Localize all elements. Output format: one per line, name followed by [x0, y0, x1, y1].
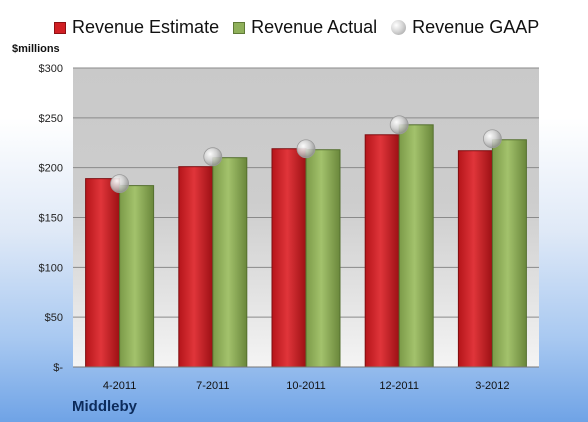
- company-name: Middleby: [72, 398, 138, 415]
- y-tick-label: $300: [39, 63, 63, 75]
- legend-label-gaap: Revenue GAAP: [412, 17, 540, 37]
- legend-item-estimate: Revenue Estimate: [54, 17, 219, 38]
- x-tick-label: 3-2012: [475, 380, 509, 392]
- bar-revenue-estimate: [178, 166, 214, 368]
- marker-revenue-gaap: [203, 147, 223, 167]
- y-tick-label: $200: [39, 163, 63, 175]
- legend-item-actual: Revenue Actual: [233, 17, 377, 38]
- bar-revenue-estimate: [271, 148, 307, 368]
- x-tick-label: 4-2011: [103, 380, 136, 392]
- y-axis-units-label: $millions: [12, 43, 60, 55]
- legend-label-estimate: Revenue Estimate: [72, 17, 220, 37]
- y-tick-label: $100: [39, 262, 63, 274]
- bar-revenue-actual: [398, 124, 434, 368]
- bar-revenue-actual: [305, 149, 341, 368]
- x-tick-label: 12-2011: [379, 380, 419, 392]
- bar-revenue-estimate: [457, 150, 493, 368]
- bar-revenue-actual: [212, 157, 248, 368]
- bar-revenue-estimate: [85, 178, 121, 368]
- legend-swatch-gaap: [391, 20, 407, 35]
- legend: Revenue Estimate Revenue Actual Revenue …: [54, 17, 553, 38]
- marker-revenue-gaap: [482, 129, 502, 149]
- y-tick-label: $50: [45, 312, 63, 324]
- x-tick-label: 10-2011: [286, 380, 326, 392]
- legend-swatch-estimate: [54, 21, 66, 34]
- bar-revenue-actual: [119, 185, 155, 368]
- y-tick-label: $150: [39, 213, 63, 225]
- marker-revenue-gaap: [110, 174, 129, 194]
- y-tick-label: $-: [53, 362, 63, 374]
- legend-swatch-actual: [233, 21, 246, 34]
- marker-revenue-gaap: [389, 115, 409, 135]
- legend-item-gaap: Revenue GAAP: [391, 17, 539, 38]
- x-tick-label: 7-2011: [196, 380, 229, 392]
- y-tick-label: $250: [39, 113, 63, 125]
- legend-label-actual: Revenue Actual: [251, 17, 378, 37]
- bar-revenue-actual: [491, 139, 527, 368]
- bar-revenue-estimate: [364, 134, 400, 368]
- marker-revenue-gaap: [296, 139, 316, 159]
